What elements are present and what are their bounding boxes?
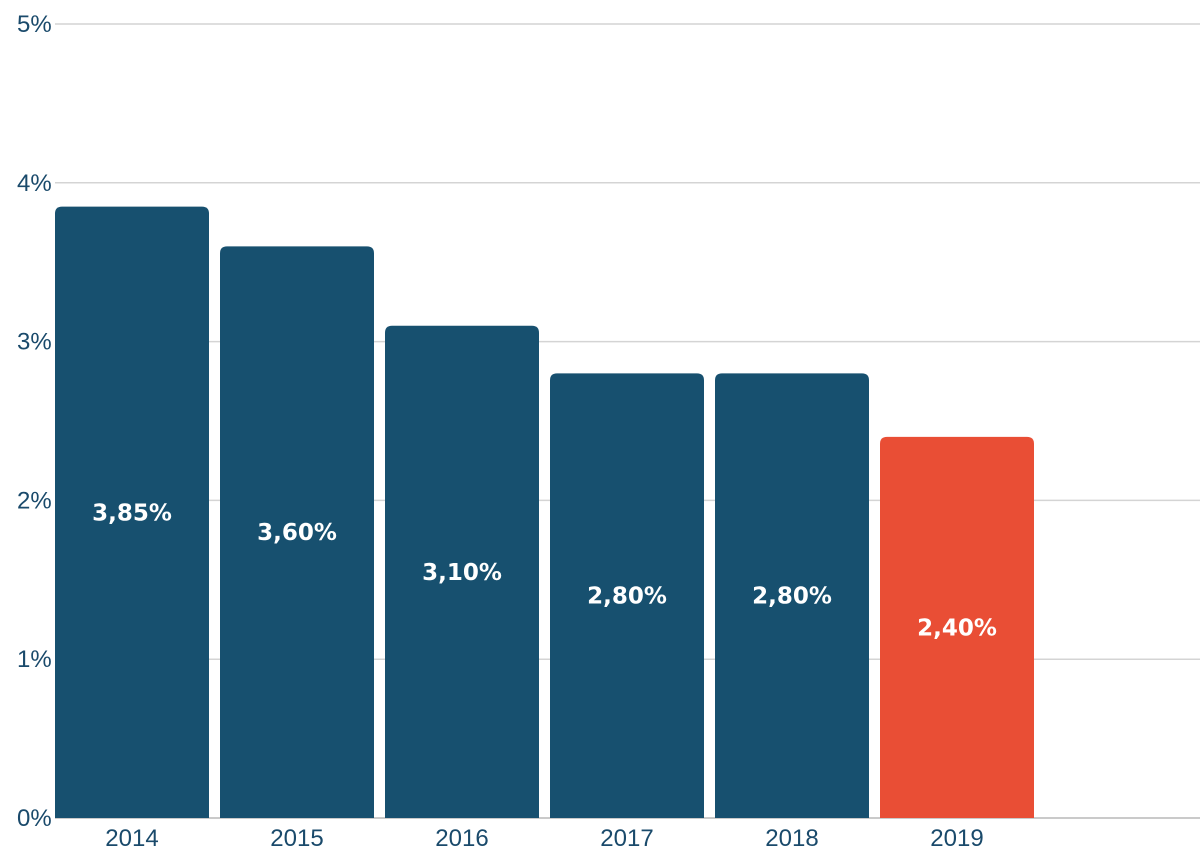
bars xyxy=(55,206,1034,818)
bar-2014 xyxy=(55,206,209,818)
x-tick-label-2014: 2014 xyxy=(105,825,158,852)
y-tick-label: 1% xyxy=(17,646,52,673)
x-tick-label-2016: 2016 xyxy=(435,825,488,852)
bar-2018 xyxy=(715,373,869,818)
data-label-2018: 2,80% xyxy=(752,584,832,610)
x-tick-label-2019: 2019 xyxy=(930,825,983,852)
y-tick-label: 5% xyxy=(17,11,52,38)
data-label-2019: 2,40% xyxy=(917,615,997,641)
bar-2017 xyxy=(550,373,704,818)
y-tick-label: 4% xyxy=(17,170,52,197)
y-tick-label: 2% xyxy=(17,487,52,514)
data-label-2015: 3,60% xyxy=(257,520,337,546)
bar-2015 xyxy=(220,246,374,818)
x-axis-ticks: 2014 2015 2016 2017 2018 2019 xyxy=(105,825,983,852)
y-axis-ticks: 0% 1% 2% 3% 4% 5% xyxy=(17,11,52,832)
x-tick-label-2015: 2015 xyxy=(270,825,323,852)
x-tick-label-2018: 2018 xyxy=(765,825,818,852)
y-tick-label: 0% xyxy=(17,805,52,832)
y-tick-label: 3% xyxy=(17,329,52,356)
data-labels: 3,85% 3,60% 3,10% 2,80% 2,80% 2,40% xyxy=(92,500,997,641)
data-label-2014: 3,85% xyxy=(92,500,172,526)
data-label-2016: 3,10% xyxy=(422,560,502,586)
data-label-2017: 2,80% xyxy=(587,584,667,610)
bar-2019 xyxy=(880,436,1034,818)
bar-2016 xyxy=(385,325,539,818)
x-tick-label-2017: 2017 xyxy=(600,825,653,852)
